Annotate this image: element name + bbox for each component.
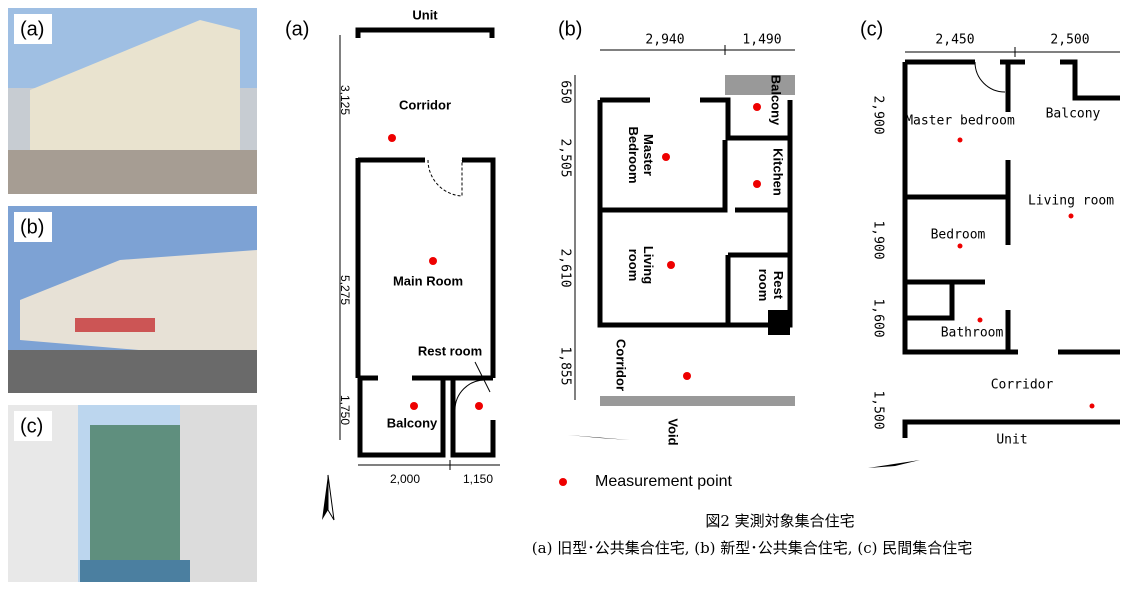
plan-b: (b) 2,940 1,490 650 2,505 2,610 1,855 Ba… [558,18,796,445]
legend-marker [559,478,567,486]
dimension: 1,900 [871,220,886,259]
dimension: 2,500 [1050,33,1089,48]
photo-label: (a) [20,18,44,40]
room-label: Main Room [393,273,463,288]
dimension: 2,450 [935,33,974,48]
caption-title: 図2 実測対象集合住宅 [705,512,854,530]
figure: (a) (b) (c) (a) Unit 3,125 5,275 1,750 C… [0,0,1123,589]
dimension: 3,125 [338,85,352,115]
room-label: Rest room [418,343,482,358]
dimension: 650 [558,80,573,103]
room-label: Unit [996,433,1027,448]
room-label: Corridor [614,339,629,391]
dimension: 2,610 [558,248,573,287]
plan-label: (c) [860,18,883,40]
room-label: Kitchen [771,148,786,196]
dimension: 2,505 [558,138,573,177]
photo-label: (b) [20,216,44,238]
room-label: Corridor [991,378,1054,393]
photo-label: (c) [20,415,43,437]
room-label: Master bedroom [905,114,1015,129]
photos: (a) (b) (c) [8,8,257,582]
room-label: Livingroom [626,246,656,284]
dimension: 1,855 [558,346,573,385]
plan-a: (a) Unit 3,125 5,275 1,750 Corridor Main… [285,7,500,520]
room-label: Unit [412,7,438,22]
dimension: 2,940 [645,33,684,48]
dimension: 2,000 [390,472,420,486]
plan-c: (c) 2,450 2,500 2,900 1,900 1,600 1,500 … [860,18,1120,468]
room-label: Corridor [399,97,451,112]
room-label: MasterBedroom [626,126,656,183]
plan-label: (a) [285,18,309,40]
dimension: 1,500 [871,390,886,429]
room-label: Balcony [387,415,438,430]
dimension: 2,900 [871,95,886,134]
room-label: Restroom [756,269,786,302]
room-label: Bathroom [941,326,1004,341]
plan-label: (b) [558,18,582,40]
caption-text: (a) 旧型･公共集合住宅, (b) 新型･公共集合住宅, (c) 民間集合住宅 [532,539,972,557]
legend-label: Measurement point [595,473,733,490]
dimension: 5,275 [338,275,352,305]
room-label: Balcony [1046,107,1101,122]
dimension: 1,750 [338,395,352,425]
dimension: 1,150 [463,472,493,486]
room-label: Bedroom [931,228,986,243]
room-label: Void [666,418,681,445]
dimension: 1,600 [871,298,886,337]
dimension: 1,490 [742,33,781,48]
room-label: Balcony [769,75,784,126]
room-label: Living room [1028,194,1114,209]
